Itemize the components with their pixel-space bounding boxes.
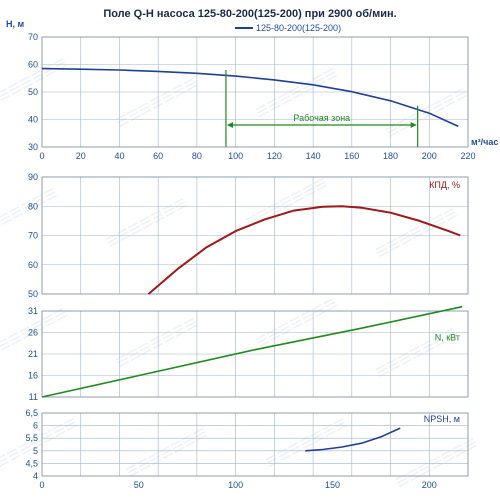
y-tick-label: 4	[33, 471, 38, 481]
y-tick-label: 80	[28, 201, 38, 211]
x-tick-label: 160	[344, 151, 359, 161]
plot-frame	[41, 176, 469, 295]
x-tick-label: 180	[383, 151, 398, 161]
series-label-eff: КПД, %	[429, 180, 460, 190]
work-zone-arrowhead-right	[410, 122, 417, 128]
y-tick-label: 40	[28, 115, 38, 125]
panel-eff: 50 60 70 80 90 КПД, %	[28, 172, 469, 299]
panel-power: 11 16 21 26 31 N, кВт	[28, 305, 469, 402]
x-tick-label: 140	[306, 151, 321, 161]
y-tick-label: 4,5	[25, 458, 38, 468]
watermark-text: ≡≡≡≡≡≡≡	[371, 320, 462, 384]
y-tick-label: 60	[28, 260, 38, 270]
y-axis-label: H, м	[6, 19, 25, 29]
x-tick-label: 220	[460, 151, 475, 161]
y-tick-label: 6,5	[25, 408, 38, 418]
x-tick-label: 0	[39, 480, 44, 490]
series-label-power: N, кВт	[435, 333, 460, 343]
watermark-text: ≡≡≡≡≡≡≡	[371, 200, 462, 264]
work-zone-arrowhead-left	[226, 122, 233, 128]
y-tick-label: 60	[28, 60, 38, 70]
watermark-text: ≡≡≡≡≡≡≡	[251, 290, 342, 354]
y-tick-label: 6	[33, 421, 38, 431]
watermark-text: ≡≡≡≡≡≡≡	[121, 420, 212, 484]
x-tick-label: 200	[422, 480, 437, 490]
y-tick-label: 90	[28, 172, 38, 182]
x-tick-label: 20	[76, 151, 86, 161]
x-tick-label: 120	[267, 151, 282, 161]
y-tick-label: 70	[28, 231, 38, 241]
work-zone-label: Рабочая зона	[293, 113, 350, 123]
y-tick-label: 5	[33, 446, 38, 456]
y-tick-label: 30	[28, 142, 38, 152]
x-tick-label: 100	[228, 480, 243, 490]
y-tick-label: 50	[28, 87, 38, 97]
legend-label: 125-80-200(125-200)	[256, 23, 341, 33]
x-tick-label: 0	[39, 151, 44, 161]
plot-frame	[41, 310, 469, 398]
x-tick-label: 100	[228, 151, 243, 161]
y-tick-label: 31	[28, 306, 38, 316]
y-tick-label: 16	[28, 371, 38, 381]
x-tick-label: 150	[325, 480, 340, 490]
watermark-text: ≡≡≡≡≡≡≡	[241, 170, 332, 234]
panel-npsh: 4 4,5 5 5,5 6 6,5 0 50 100 150 200 NPSH, м	[25, 408, 469, 490]
x-tick-label: 80	[192, 151, 202, 161]
y-tick-label: 50	[28, 289, 38, 299]
plot-frame	[41, 36, 469, 148]
series-line-eff	[147, 205, 461, 295]
series-line-power	[41, 305, 463, 398]
watermark-text: ≡≡≡≡≡≡≡	[0, 410, 82, 474]
series-line-qh	[41, 67, 459, 128]
x-tick-label: 50	[134, 480, 144, 490]
series-label-npsh: NPSH, м	[424, 414, 460, 424]
watermark-text: ≡≡≡≡≡≡≡	[111, 70, 202, 134]
watermark-text: ≡≡≡≡≡≡≡	[101, 190, 192, 254]
x-tick-label: 200	[422, 151, 437, 161]
y-tick-label: 11	[29, 392, 38, 402]
x-tick-label: 40	[114, 151, 124, 161]
y-tick-label: 5,5	[25, 433, 38, 443]
y-tick-label: 70	[28, 32, 38, 42]
y-tick-label: 26	[28, 328, 38, 338]
panel-qh: 30 40 50 60 70 0 20 40 60 80 100 120 140 160 180 200 220…	[6, 19, 498, 161]
y-tick-label: 21	[28, 349, 38, 359]
plot-frame	[41, 412, 469, 477]
series-line-npsh	[305, 427, 401, 452]
watermark-layer: ≡≡≡≡≡≡≡ ≡≡≡≡≡≡≡ ≡≡≡≡≡≡≡ ≡≡≡≡≡≡≡ ≡≡≡≡≡≡≡ ≡≡≡≡≡…	[0, 50, 482, 494]
x-tick-label: 60	[153, 151, 163, 161]
x-axis-unit-label: м³/час	[471, 137, 498, 147]
chart-title: Поле Q-H насоса 125-80-200(125-200) при …	[103, 8, 396, 20]
